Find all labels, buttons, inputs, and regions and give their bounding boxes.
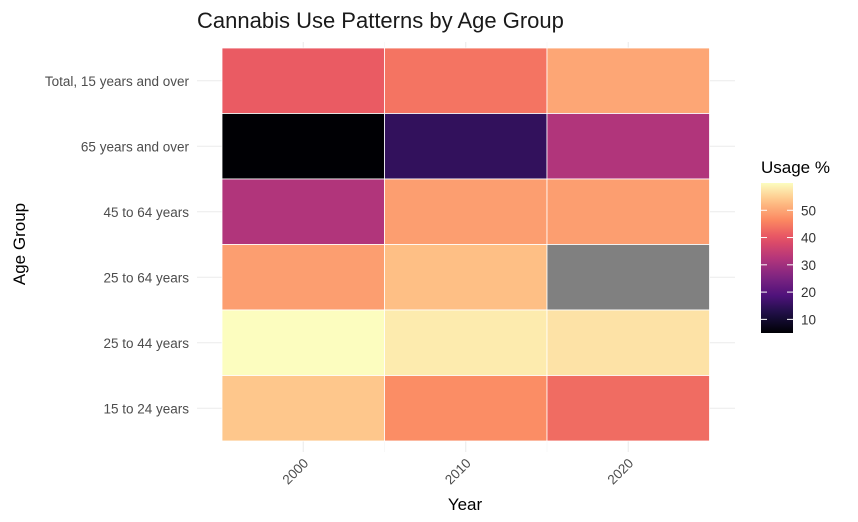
heatmap-cell <box>221 375 385 442</box>
x-tick-label: 2010 <box>442 456 474 488</box>
color-legend: Usage % 10 20 30 40 50 <box>761 158 830 333</box>
y-tick-label: 45 to 64 years <box>103 205 189 220</box>
y-tick-label: 25 to 64 years <box>103 270 189 285</box>
legend-tick-label: 40 <box>801 231 816 246</box>
heatmap-cell <box>384 178 548 245</box>
heatmap-cell <box>221 113 385 180</box>
y-tick-label: 15 to 24 years <box>103 401 189 416</box>
x-tick-labels: 2000 2010 2020 <box>280 456 637 488</box>
heatmap-cell <box>221 244 385 311</box>
heatmap-cell <box>384 47 548 114</box>
chart-title: Cannabis Use Patterns by Age Group <box>197 8 564 33</box>
heatmap-cell <box>546 47 710 114</box>
legend-tick-label: 30 <box>801 258 816 273</box>
y-tick-label: 25 to 44 years <box>103 336 189 351</box>
heatmap-cell <box>384 375 548 442</box>
x-axis-title: Year <box>448 495 483 514</box>
y-tick-label: Total, 15 years and over <box>45 74 190 89</box>
y-axis-title: Age Group <box>10 203 29 285</box>
heatmap-cells <box>221 47 710 442</box>
heatmap-cell <box>221 309 385 376</box>
heatmap-cell <box>546 309 710 376</box>
heatmap-cell <box>221 178 385 245</box>
x-tick-label: 2000 <box>280 456 312 488</box>
y-tick-labels: 15 to 24 years 25 to 44 years 25 to 64 yea… <box>45 74 190 417</box>
heatmap-cell <box>546 113 710 180</box>
legend-tick-label: 10 <box>801 312 816 327</box>
heatmap-cell <box>384 309 548 376</box>
legend-ticks: 10 20 30 40 50 <box>761 203 816 327</box>
heatmap-cell <box>546 244 710 311</box>
heatmap-cell <box>546 178 710 245</box>
legend-tick-label: 50 <box>801 203 816 218</box>
heatmap-cell <box>221 47 385 114</box>
heatmap-cell <box>546 375 710 442</box>
x-tick-label: 2020 <box>605 456 637 488</box>
legend-colorbar <box>761 183 793 333</box>
legend-tick-label: 20 <box>801 285 816 300</box>
heatmap-cell <box>384 244 548 311</box>
y-tick-label: 65 years and over <box>81 139 190 154</box>
legend-title: Usage % <box>761 158 830 177</box>
heatmap-cell <box>384 113 548 180</box>
